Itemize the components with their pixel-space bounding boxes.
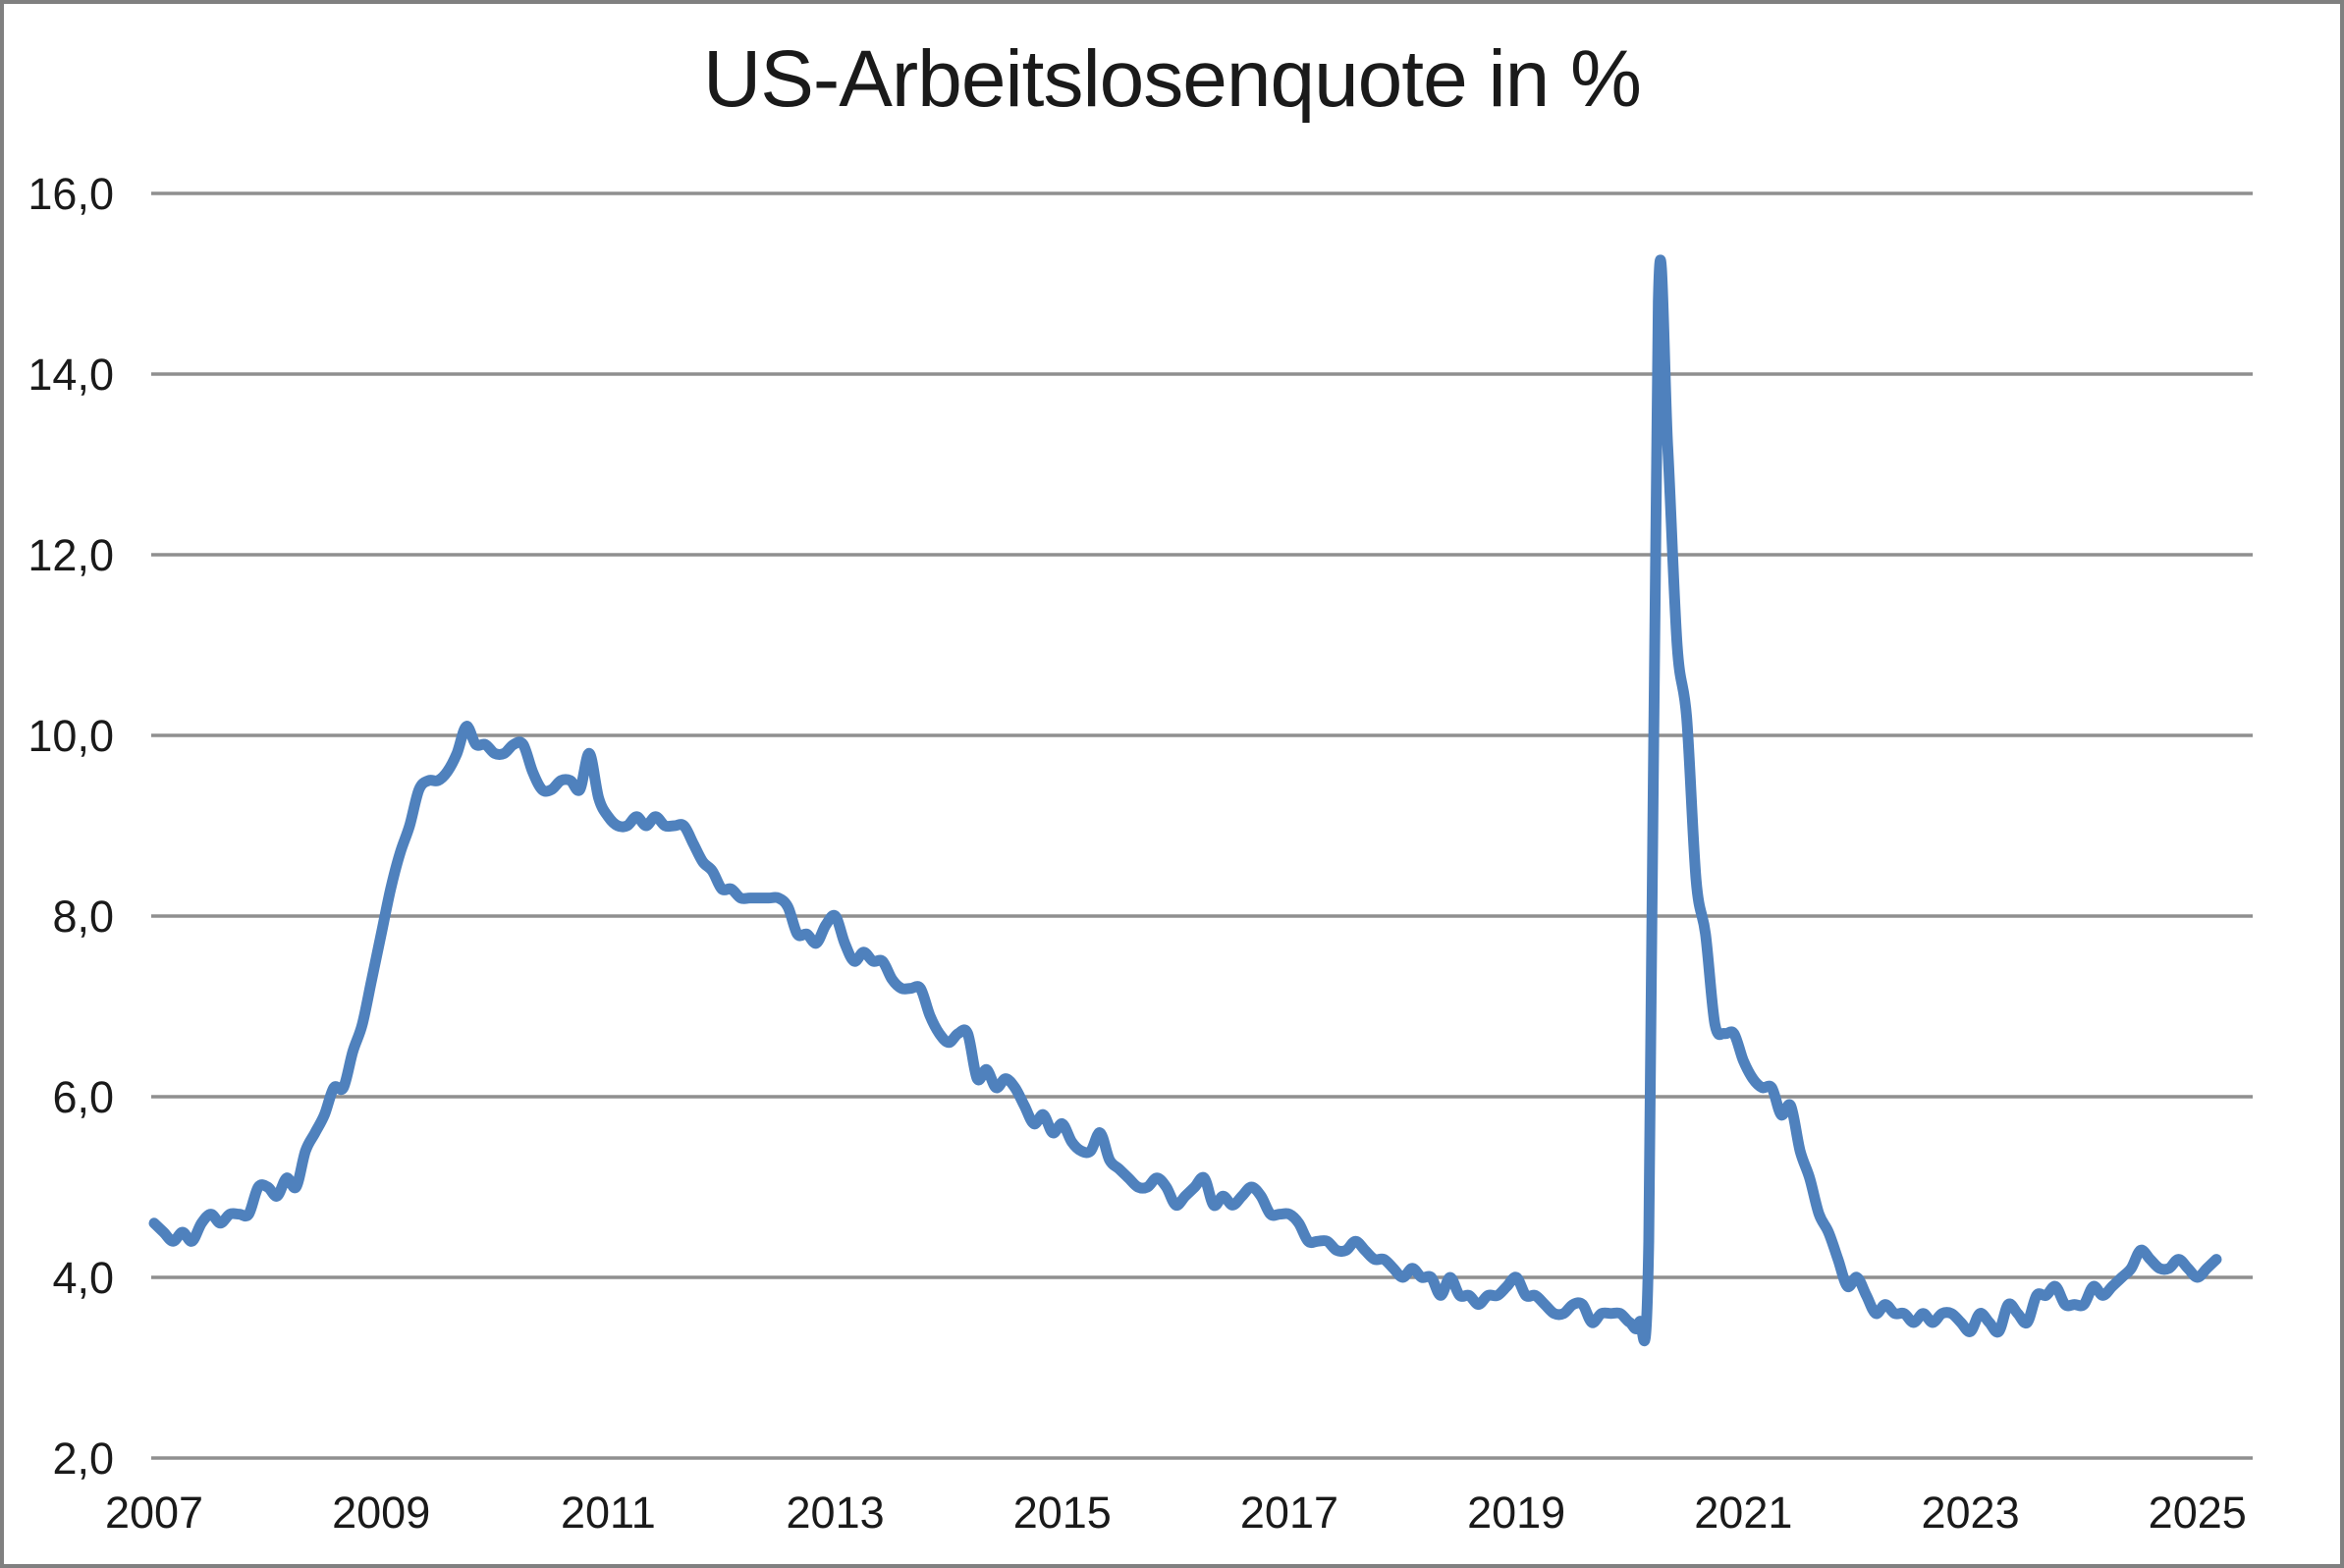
x-axis-tick-label: 2019 xyxy=(1467,1487,1565,1538)
x-axis-tick-label: 2023 xyxy=(1921,1487,2019,1538)
y-axis-tick-label: 4,0 xyxy=(52,1253,114,1303)
y-axis-tick-label: 8,0 xyxy=(52,892,114,942)
unemployment-rate-series-line xyxy=(148,254,2222,1347)
x-axis-tick-label: 2013 xyxy=(787,1487,885,1538)
x-axis-tick-label: 2007 xyxy=(105,1487,203,1538)
y-axis-tick-label: 14,0 xyxy=(27,350,114,400)
y-axis-tick-label: 6,0 xyxy=(52,1072,114,1122)
x-axis-tick-label: 2017 xyxy=(1240,1487,1338,1538)
x-axis-tick-label: 2025 xyxy=(2149,1487,2247,1538)
x-axis-tick-label: 2015 xyxy=(1013,1487,1112,1538)
x-axis-tick-label: 2009 xyxy=(332,1487,430,1538)
x-axis-tick-label: 2021 xyxy=(1694,1487,1792,1538)
chart-plot-area: 2,0 4,0 6,0 8,0 10,0 12,0 14,0 16,0 2007 2009 2011… xyxy=(27,169,2253,1538)
y-axis-tick-label: 10,0 xyxy=(27,711,114,761)
y-axis-tick-label: 2,0 xyxy=(52,1433,114,1484)
y-axis-tick-label: 12,0 xyxy=(27,530,114,580)
y-axis-tick-label: 16,0 xyxy=(27,169,114,219)
x-axis-tick-label: 2011 xyxy=(561,1487,656,1538)
chart-title: US-Arbeitslosenquote in % xyxy=(703,34,1642,124)
